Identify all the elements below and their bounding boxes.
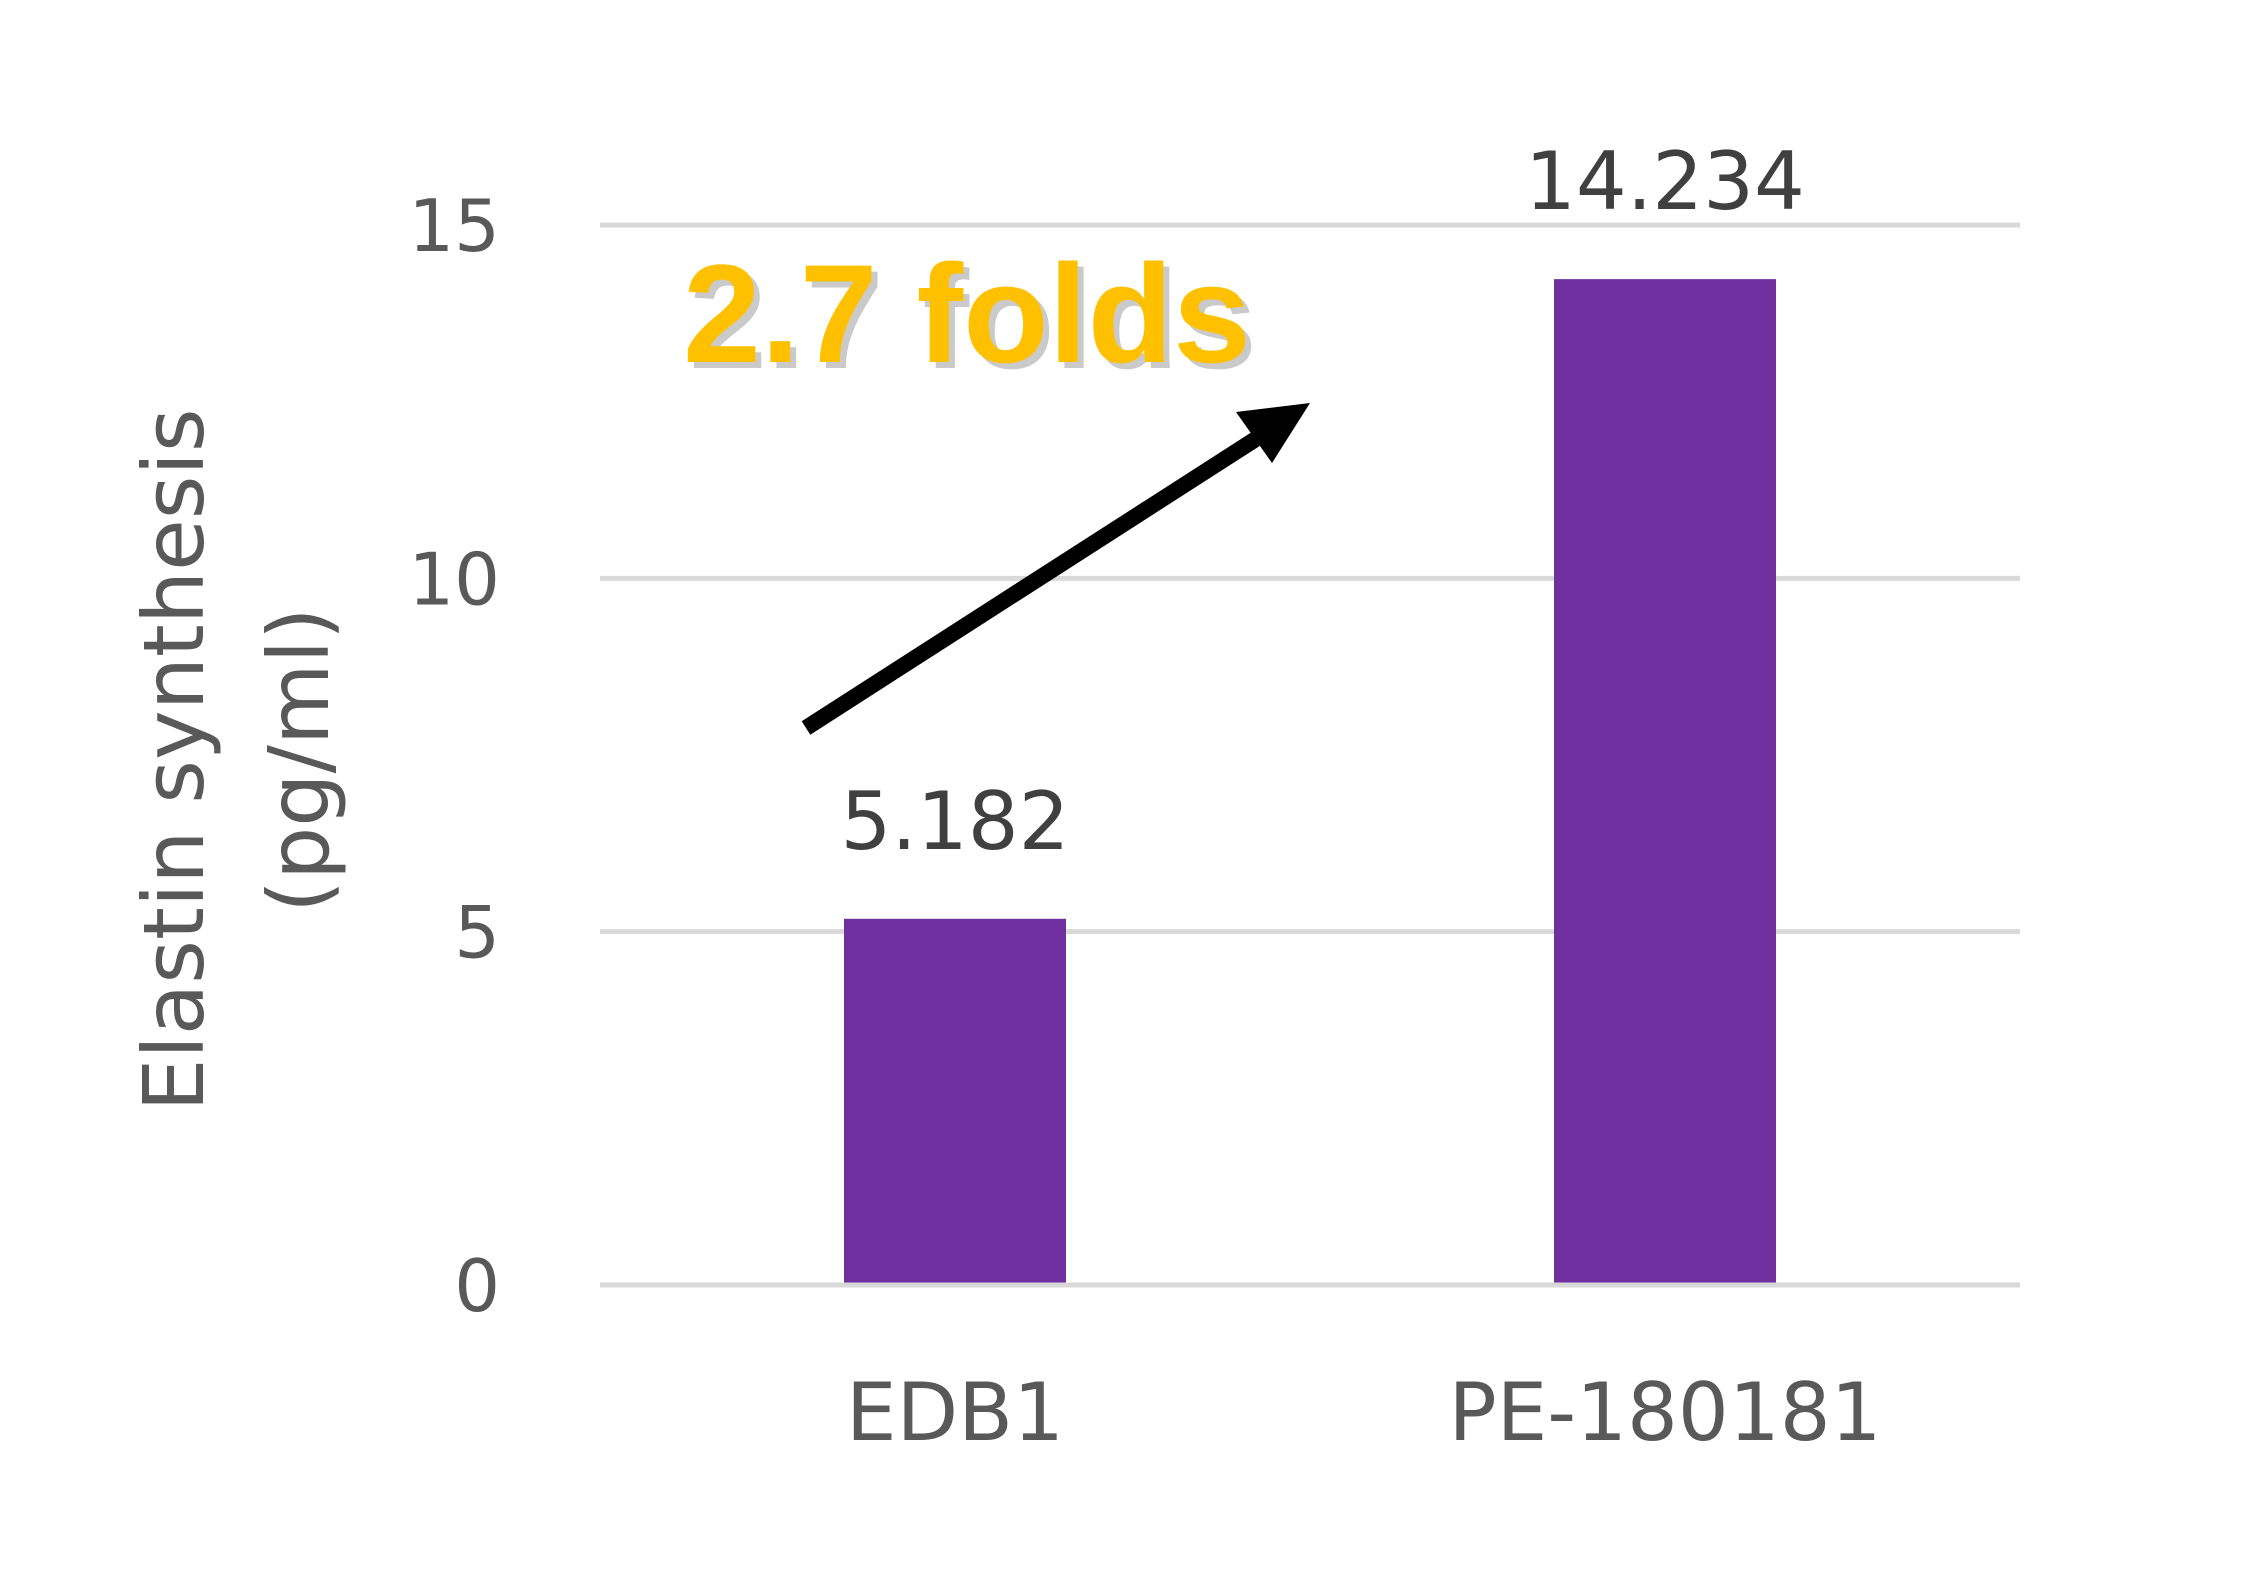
fold-change-annotation: 2.7 folds 2.7 folds bbox=[683, 235, 1310, 735]
y-axis-title-line-2: (pg/ml) bbox=[250, 607, 348, 913]
y-tick-label: 5 bbox=[454, 891, 500, 975]
data-label: 5.182 bbox=[840, 775, 1069, 868]
annotation-text-shadow: 2.7 folds bbox=[689, 241, 1257, 398]
data-labels: 5.182 14.234 bbox=[840, 135, 1804, 868]
data-label: 14.234 bbox=[1525, 135, 1805, 228]
x-category-label: EDB1 bbox=[846, 1366, 1064, 1459]
y-axis-title: Elastin synthesis (pg/ml) bbox=[125, 408, 348, 1111]
arrow-shaft bbox=[801, 428, 1267, 735]
y-tick-label: 15 bbox=[408, 184, 500, 268]
y-tick-label: 0 bbox=[454, 1244, 500, 1328]
x-axis-categories: EDB1 PE-180181 bbox=[846, 1366, 1881, 1459]
y-axis-title-line-1: Elastin synthesis bbox=[125, 408, 223, 1111]
y-tick-label: 10 bbox=[408, 537, 500, 621]
bars bbox=[844, 279, 1776, 1285]
y-axis-ticks: 0 5 10 15 bbox=[408, 184, 500, 1328]
annotation-text: 2.7 folds bbox=[683, 235, 1251, 392]
bar-pe-180181 bbox=[1554, 279, 1776, 1285]
x-category-label: PE-180181 bbox=[1448, 1366, 1881, 1459]
arrow-head-icon bbox=[1236, 403, 1310, 463]
bar-edb1 bbox=[844, 918, 1066, 1285]
